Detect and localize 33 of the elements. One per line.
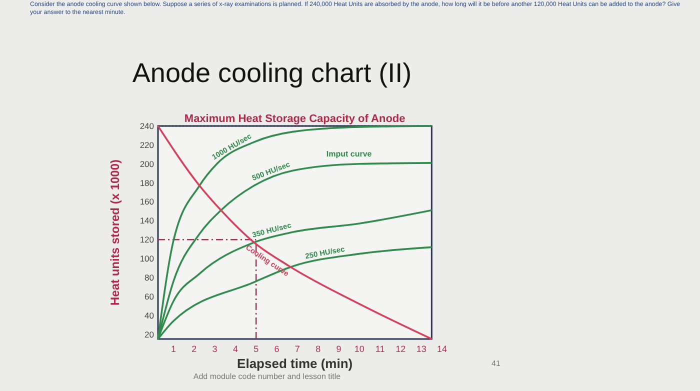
- y-tick-label: 60: [144, 291, 154, 302]
- y-tick-label: 240: [140, 121, 154, 131]
- x-tick-label: 14: [436, 344, 448, 354]
- y-tick-label: 180: [140, 178, 154, 188]
- text: Add module code number and lesson title: [193, 372, 342, 381]
- y-tick-label: 80: [144, 272, 154, 282]
- y-tick-label: 140: [140, 216, 154, 226]
- x-tick-label: 7: [294, 344, 300, 354]
- y-tick-label: 120: [140, 234, 154, 245]
- y-tick-label: 20: [144, 329, 154, 340]
- x-tick-label: 12: [396, 344, 406, 354]
- y-tick-label: 100: [140, 254, 154, 264]
- x-tick-label: 4: [232, 344, 238, 354]
- x-tick-label: 8: [316, 344, 321, 354]
- annotation: Imput curve: [326, 149, 372, 158]
- x-tick-label: 13: [416, 344, 426, 354]
- y-tick-label: 160: [140, 196, 154, 207]
- x-tick-label: 2: [192, 344, 197, 354]
- chart-title: Anode cooling chart (II): [132, 58, 412, 88]
- x-tick-label: 6: [274, 344, 280, 354]
- y-tick-label: 220: [140, 140, 154, 150]
- y-tick-label: 200: [140, 158, 154, 169]
- x-tick-label: 3: [212, 344, 218, 354]
- x-axis-title: Elapsed time (min): [237, 356, 353, 371]
- text: 41: [492, 359, 501, 368]
- x-tick-label: 10: [354, 344, 364, 354]
- x-tick-label: 1: [170, 344, 176, 354]
- ref-line-label: Maximum Heat Storage Capacity of Anode: [184, 113, 406, 125]
- x-tick-label: 11: [375, 344, 385, 354]
- x-tick-label: 9: [336, 344, 342, 354]
- x-tick-label: 5: [254, 344, 259, 354]
- y-axis-title: Heat units stored (x 1000): [108, 159, 122, 306]
- y-tick-label: 40: [144, 310, 154, 320]
